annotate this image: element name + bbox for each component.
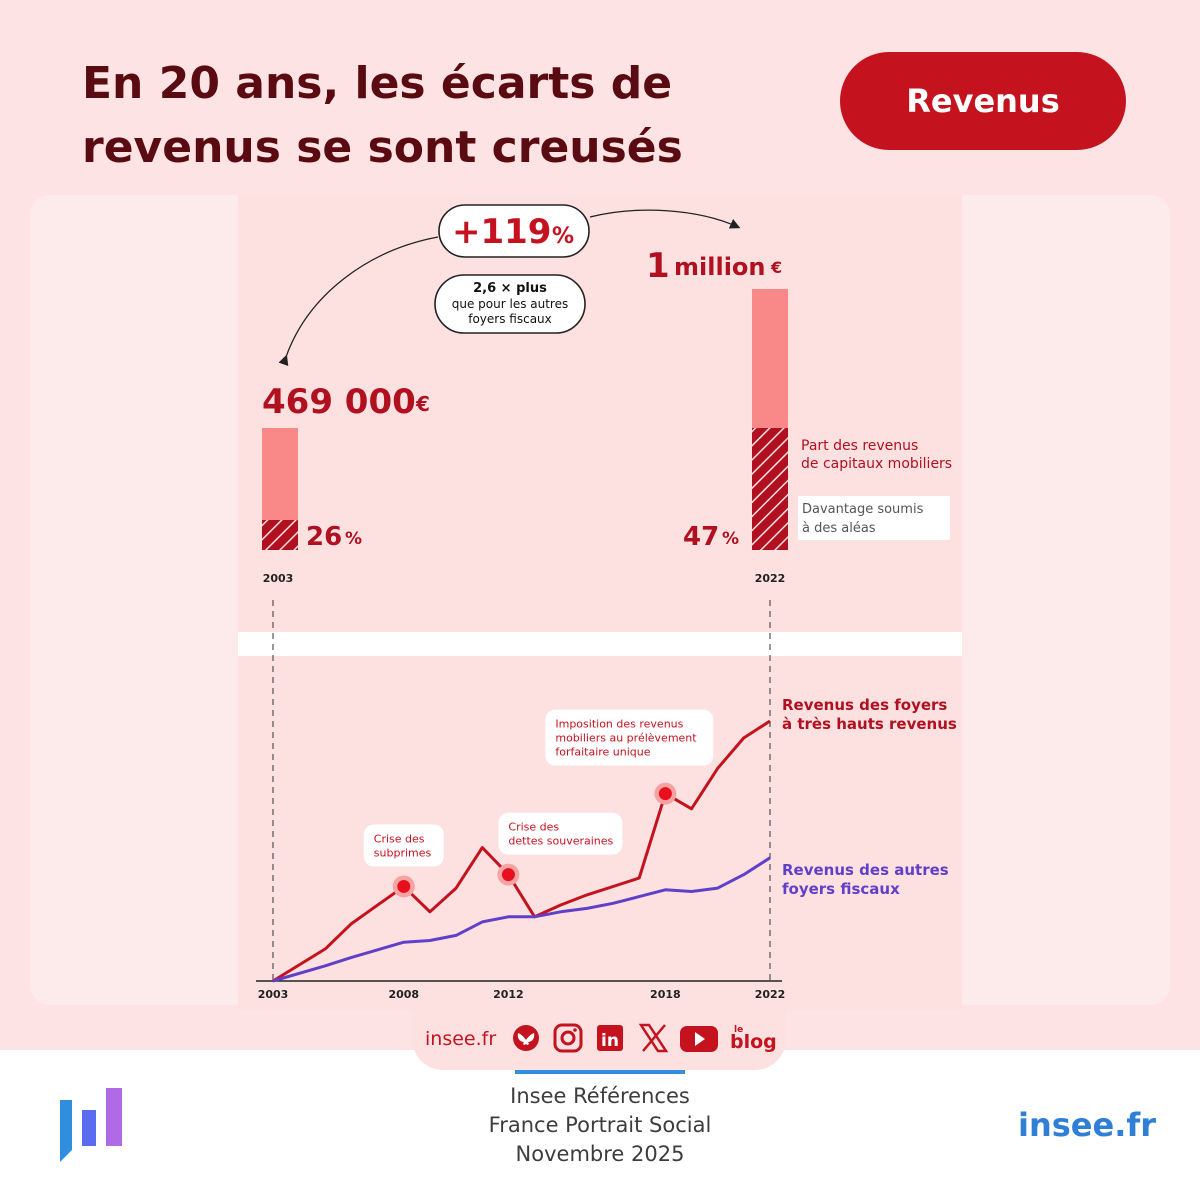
- footer-source-line1: Insee Références: [510, 1084, 690, 1108]
- infographic: +119 % 2,6 × plus que pour les autres fo…: [238, 195, 962, 1010]
- annotation-box: [545, 709, 714, 766]
- series-label-high-1: Revenus des foyers: [782, 696, 947, 714]
- svg-text:blog: blog: [730, 1031, 777, 1053]
- series-label-other-1: Revenus des autres: [782, 861, 949, 879]
- social-site-link[interactable]: insee.fr: [425, 1028, 496, 1050]
- insee-logo-icon: [60, 1088, 122, 1162]
- growth-badge-value: +119: [452, 212, 551, 252]
- youtube-icon[interactable]: [680, 1026, 718, 1052]
- comparison-line3: foyers fiscaux: [468, 312, 552, 326]
- capital-label-2: de capitaux mobiliers: [801, 456, 952, 472]
- series-label-high-2: à très hauts revenus: [782, 715, 957, 733]
- annotation-box: [363, 824, 444, 867]
- x-tick-label: 2008: [388, 988, 419, 1001]
- value-2022-number: 1: [646, 246, 670, 286]
- comparison-box: [434, 274, 586, 334]
- annotation-box: [498, 812, 623, 855]
- separator-band: [238, 632, 962, 656]
- footer-source-line3: Novembre 2025: [515, 1142, 685, 1166]
- annotation-label: dettes souveraines: [508, 835, 613, 848]
- growth-arrow-right: [589, 209, 741, 229]
- bluesky-icon[interactable]: [513, 1025, 539, 1051]
- tooltip-line2: à des aléas: [802, 521, 876, 536]
- x-tick-label: 2018: [650, 988, 681, 1001]
- series-label-other-2: foyers fiscaux: [782, 880, 900, 898]
- footer-accent-line: [515, 1070, 685, 1074]
- series-line-other-households: [272, 856, 771, 983]
- annotation-label: Crise des: [508, 821, 559, 834]
- social-bar: insee.fr in le blog: [412, 1008, 786, 1070]
- value-2003: 469 000: [262, 382, 416, 422]
- tooltip-box: [798, 496, 950, 540]
- comparison-bold: 2,6 × plus: [473, 281, 547, 296]
- annotation-label: mobiliers au prélèvement: [555, 732, 697, 745]
- bar-2022-total: [752, 289, 788, 428]
- tooltip-line1: Davantage soumis: [802, 502, 924, 517]
- chart-x-ticks: 2003 2008 2012 2018 2022: [258, 988, 786, 1001]
- footer-source-line2: France Portrait Social: [488, 1113, 712, 1137]
- value-2003-currency: €: [415, 392, 430, 416]
- x-icon[interactable]: [638, 1023, 669, 1053]
- linkedin-icon[interactable]: in: [597, 1025, 623, 1051]
- bar-2022-capital: [752, 428, 788, 550]
- share-2003-percent: %: [345, 529, 362, 549]
- year-2003-label: 2003: [263, 572, 294, 585]
- annotation-label: Imposition des revenus: [555, 718, 683, 731]
- social-svg: insee.fr in le blog: [425, 1023, 777, 1053]
- revenus-badge[interactable]: Revenus: [840, 52, 1126, 150]
- value-2022-currency: €: [770, 258, 782, 277]
- growth-badge-box: [438, 204, 590, 258]
- comparison-line2: que pour les autres: [452, 297, 568, 311]
- share-2003: 26: [306, 522, 342, 552]
- growth-badge-percent: %: [552, 224, 574, 249]
- year-2022-label: 2022: [755, 572, 786, 585]
- bar-2003-total: [262, 428, 298, 520]
- infographic-svg: +119 % 2,6 × plus que pour les autres fo…: [238, 204, 962, 1001]
- blog-icon[interactable]: le blog: [730, 1025, 777, 1053]
- growth-arrow: [278, 236, 439, 367]
- annotation-marker: [658, 787, 672, 801]
- x-tick-label: 2022: [755, 988, 786, 1001]
- annotation-marker: [397, 879, 411, 893]
- chart-markers: [392, 782, 677, 898]
- share-2022: 47: [683, 522, 719, 552]
- value-2022-word: million: [674, 253, 766, 281]
- bar-2003-capital: [262, 520, 298, 550]
- annotation-marker: [501, 868, 515, 882]
- page-title: En 20 ans, les écarts de revenus se sont…: [82, 58, 683, 173]
- svg-text:in: in: [601, 1031, 619, 1051]
- x-tick-label: 2012: [493, 988, 524, 1001]
- x-tick-label: 2003: [258, 988, 289, 1001]
- capital-label-1: Part des revenus: [801, 438, 918, 454]
- share-2022-percent: %: [722, 529, 739, 549]
- instagram-icon[interactable]: [553, 1023, 583, 1053]
- svg-text:le: le: [734, 1025, 743, 1035]
- footer-insee-link[interactable]: insee.fr: [1018, 1106, 1157, 1144]
- annotation-label: Crise des: [374, 832, 425, 845]
- annotation-label: forfaitaire unique: [555, 746, 650, 759]
- annotation-label: subprimes: [374, 846, 432, 859]
